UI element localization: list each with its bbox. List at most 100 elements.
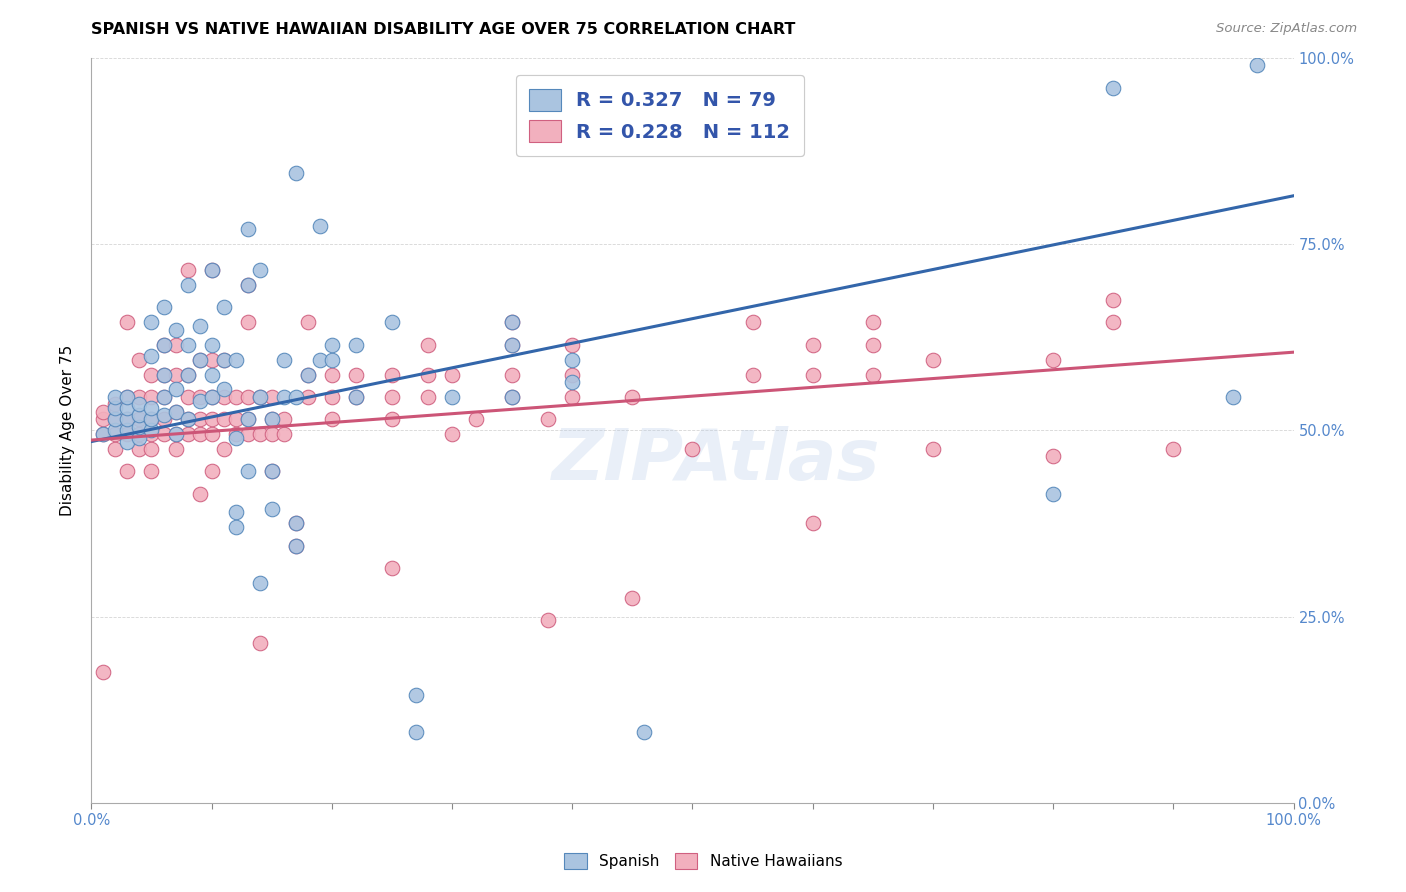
Point [501,337,523,351]
Point [152,337,174,351]
Point [236,278,259,293]
Point [201,337,224,351]
Legend: R = 0.327   N = 79, R = 0.228   N = 112: R = 0.327 N = 79, R = 0.228 N = 112 [516,75,804,156]
Point [344,390,367,404]
Point [165,368,187,382]
Point [321,368,343,382]
Point [297,390,319,404]
Point [201,263,224,277]
Point [176,278,198,293]
Point [381,368,404,382]
Point [1102,80,1125,95]
Point [117,434,139,449]
Point [922,442,945,456]
Point [405,725,427,739]
Point [141,315,163,329]
Point [236,315,259,329]
Point [225,352,247,367]
Point [501,315,523,329]
Point [465,412,488,426]
Point [93,405,115,419]
Point [152,427,174,442]
Point [249,576,271,591]
Point [152,412,174,426]
Point [117,401,139,415]
Point [297,315,319,329]
Point [141,412,163,426]
Point [188,352,211,367]
Point [225,505,247,519]
Point [176,412,198,426]
Point [141,427,163,442]
Point [104,412,127,426]
Point [104,397,127,411]
Point [249,390,271,404]
Point [297,368,319,382]
Point [141,349,163,363]
Point [93,427,115,442]
Point [260,464,283,478]
Point [225,390,247,404]
Point [405,688,427,702]
Point [128,397,150,411]
Point [117,412,139,426]
Point [236,412,259,426]
Text: Source: ZipAtlas.com: Source: ZipAtlas.com [1216,22,1357,36]
Point [152,409,174,423]
Text: SPANISH VS NATIVE HAWAIIAN DISABILITY AGE OVER 75 CORRELATION CHART: SPANISH VS NATIVE HAWAIIAN DISABILITY AG… [91,22,796,37]
Point [128,419,150,434]
Point [249,390,271,404]
Point [440,427,463,442]
Point [260,412,283,426]
Point [501,337,523,351]
Point [321,390,343,404]
Point [176,368,198,382]
Point [93,665,115,680]
Point [212,383,235,397]
Point [212,390,235,404]
Point [260,390,283,404]
Point [165,383,187,397]
Point [260,427,283,442]
Point [284,166,307,180]
Point [104,442,127,456]
Point [201,263,224,277]
Point [165,427,187,442]
Point [117,412,139,426]
Point [225,431,247,445]
Point [236,412,259,426]
Point [561,337,583,351]
Point [273,427,295,442]
Point [188,352,211,367]
Point [284,516,307,531]
Point [212,352,235,367]
Point [1102,293,1125,307]
Point [117,424,139,438]
Point [176,263,198,277]
Point [141,464,163,478]
Point [201,368,224,382]
Point [176,337,198,351]
Point [416,368,439,382]
Point [188,393,211,408]
Point [501,390,523,404]
Point [165,405,187,419]
Point [212,352,235,367]
Point [152,390,174,404]
Point [1042,486,1064,500]
Point [212,301,235,315]
Point [1246,58,1268,72]
Point [284,390,307,404]
Point [236,278,259,293]
Point [128,442,150,456]
Point [236,464,259,478]
Point [176,390,198,404]
Point [188,486,211,500]
Point [128,412,150,426]
Point [537,412,560,426]
Point [344,337,367,351]
Point [201,390,224,404]
Point [416,337,439,351]
Point [201,412,224,426]
Text: ZIPAtlas: ZIPAtlas [553,425,880,495]
